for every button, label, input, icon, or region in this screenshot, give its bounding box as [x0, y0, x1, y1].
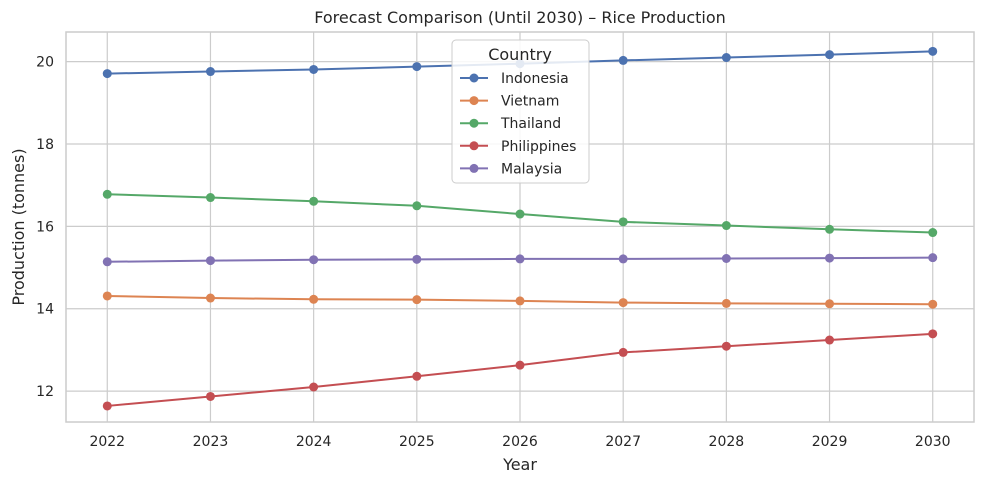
data-point-thailand: [825, 224, 835, 234]
x-tick-label: 2027: [605, 434, 641, 450]
data-point-malaysia: [618, 254, 628, 264]
legend-box: [451, 39, 590, 184]
legend-swatch-marker: [469, 118, 479, 128]
series-vietnam: [102, 291, 938, 309]
legend-label: Vietnam: [501, 94, 559, 110]
data-point-indonesia: [205, 67, 215, 77]
data-point-thailand: [721, 221, 731, 231]
x-tick-label: 2026: [502, 434, 538, 450]
data-point-vietnam: [102, 291, 112, 301]
legend-label: Malaysia: [501, 161, 562, 177]
legend: Country Indonesia Vietnam Thailand Philippi…: [451, 39, 590, 184]
data-point-philippines: [102, 401, 112, 411]
y-axis-label: Production (tonnes): [9, 148, 28, 305]
data-point-vietnam: [205, 293, 215, 303]
x-tick-labels: 2022 2023 2024 2025 2026 2027 2028 2029 2030: [89, 434, 950, 450]
y-tick-label: 16: [36, 219, 54, 235]
data-point-indonesia: [825, 50, 835, 60]
data-point-malaysia: [825, 253, 835, 263]
data-point-malaysia: [721, 254, 731, 264]
y-tick-labels: 12 14 16 18 20: [36, 55, 54, 400]
legend-label: Indonesia: [501, 71, 569, 87]
legend-swatch-marker: [469, 141, 479, 151]
data-point-malaysia: [928, 253, 938, 263]
data-point-indonesia: [102, 69, 112, 79]
data-point-thailand: [618, 217, 628, 227]
data-point-philippines: [618, 347, 628, 357]
data-point-thailand: [102, 189, 112, 199]
legend-item-vietnam: Vietnam: [460, 94, 559, 110]
data-point-malaysia: [102, 257, 112, 267]
x-tick-label: 2022: [89, 434, 125, 450]
data-point-thailand: [928, 228, 938, 238]
y-tick-label: 14: [36, 302, 54, 318]
x-tick-label: 2029: [812, 434, 848, 450]
data-point-indonesia: [721, 53, 731, 63]
data-point-vietnam: [928, 299, 938, 309]
data-point-vietnam: [515, 296, 525, 306]
data-point-philippines: [721, 341, 731, 351]
data-point-malaysia: [205, 256, 215, 266]
x-tick-label: 2023: [193, 434, 229, 450]
data-point-thailand: [515, 209, 525, 219]
data-point-indonesia: [412, 62, 422, 72]
x-tick-label: 2028: [709, 434, 745, 450]
data-point-vietnam: [412, 295, 422, 305]
data-point-malaysia: [515, 254, 525, 264]
legend-label: Thailand: [500, 116, 561, 132]
data-point-vietnam: [721, 298, 731, 308]
x-tick-label: 2024: [296, 434, 332, 450]
legend-swatch-marker: [469, 73, 479, 83]
legend-item-thailand: Thailand: [460, 116, 561, 132]
data-point-philippines: [412, 371, 422, 381]
legend-label: Philippines: [501, 139, 576, 155]
data-point-philippines: [309, 382, 319, 392]
data-point-indonesia: [928, 46, 938, 56]
legend-swatch-marker: [469, 96, 479, 106]
data-point-indonesia: [618, 55, 628, 65]
data-point-thailand: [309, 196, 319, 206]
legend-items: Indonesia Vietnam Thailand Philippines Malay…: [460, 71, 576, 177]
data-point-philippines: [515, 360, 525, 370]
x-tick-label: 2025: [399, 434, 435, 450]
legend-item-philippines: Philippines: [460, 139, 576, 155]
y-tick-label: 12: [36, 384, 54, 400]
data-point-thailand: [205, 193, 215, 203]
legend-item-indonesia: Indonesia: [460, 71, 569, 87]
y-tick-label: 18: [36, 137, 54, 153]
legend-title: Country: [488, 45, 552, 64]
legend-item-malaysia: Malaysia: [460, 161, 562, 177]
series-philippines: [102, 329, 938, 411]
series-thailand: [102, 189, 938, 238]
y-tick-label: 20: [36, 55, 54, 71]
data-point-malaysia: [309, 255, 319, 265]
data-point-philippines: [825, 335, 835, 345]
data-point-philippines: [928, 329, 938, 339]
data-point-vietnam: [825, 299, 835, 309]
data-point-malaysia: [412, 254, 422, 264]
plot-frame: [65, 31, 975, 423]
data-point-philippines: [205, 391, 215, 401]
legend-swatch-marker: [469, 163, 479, 173]
x-tick-label: 2030: [915, 434, 951, 450]
data-point-indonesia: [309, 64, 319, 74]
data-point-thailand: [412, 201, 422, 211]
x-axis-label: Year: [502, 455, 537, 474]
chart-title: Forecast Comparison (Until 2030) – Rice …: [314, 8, 726, 27]
data-point-vietnam: [309, 294, 319, 304]
data-point-vietnam: [618, 298, 628, 308]
series-malaysia: [102, 253, 938, 267]
